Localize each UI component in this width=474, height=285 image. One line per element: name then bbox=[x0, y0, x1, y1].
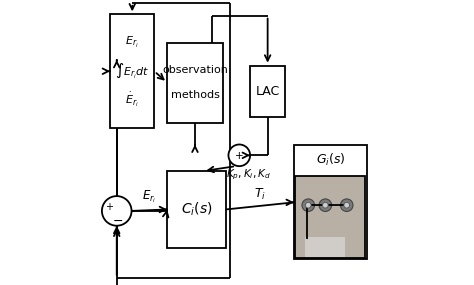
Bar bbox=[167, 171, 226, 248]
Bar bbox=[305, 237, 346, 256]
Bar bbox=[167, 43, 223, 123]
Text: $-$: $-$ bbox=[112, 214, 123, 227]
Text: methods: methods bbox=[171, 90, 219, 101]
Text: $E_{r_i}$: $E_{r_i}$ bbox=[142, 188, 156, 205]
Bar bbox=[110, 14, 155, 128]
Text: $\int E_{r_i}dt$: $\int E_{r_i}dt$ bbox=[115, 62, 149, 80]
Bar bbox=[295, 176, 365, 258]
Text: $+$: $+$ bbox=[235, 150, 244, 161]
Text: $E_{r_i}$: $E_{r_i}$ bbox=[126, 35, 139, 50]
Circle shape bbox=[305, 202, 311, 208]
Text: $T_i$: $T_i$ bbox=[254, 187, 266, 202]
Text: $K_p, K_i, K_d$: $K_p, K_i, K_d$ bbox=[227, 168, 272, 182]
Bar bbox=[294, 145, 367, 259]
Text: $G_i(s)$: $G_i(s)$ bbox=[316, 152, 345, 168]
Text: $+$: $+$ bbox=[105, 201, 114, 212]
Circle shape bbox=[340, 199, 353, 211]
Bar bbox=[250, 66, 285, 117]
Text: LAC: LAC bbox=[255, 85, 280, 98]
Text: observation: observation bbox=[162, 65, 228, 75]
Text: $\dot{E}_{r_i}$: $\dot{E}_{r_i}$ bbox=[125, 91, 139, 109]
Circle shape bbox=[344, 202, 350, 208]
Circle shape bbox=[102, 196, 132, 226]
Text: $C_i(s)$: $C_i(s)$ bbox=[181, 201, 212, 218]
Circle shape bbox=[319, 199, 332, 211]
Circle shape bbox=[228, 144, 250, 166]
Circle shape bbox=[322, 202, 328, 208]
Circle shape bbox=[302, 199, 315, 211]
